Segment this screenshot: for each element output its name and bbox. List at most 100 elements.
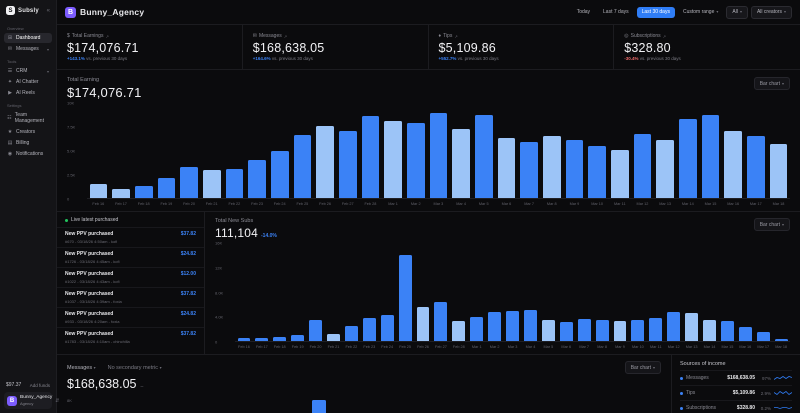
live-feed-item[interactable]: New PPV purchased #1022 - 03/18/26 4:43am…	[57, 267, 204, 287]
sidebar-item-team-management[interactable]: ☷ Team Management	[4, 110, 52, 126]
subs-bar[interactable]	[309, 320, 323, 341]
subs-bar[interactable]	[291, 334, 305, 341]
earn-bar[interactable]	[270, 150, 289, 198]
range-button-last-7-days[interactable]: Last 7 days	[603, 9, 629, 15]
sidebar-item-crm[interactable]: ☰ CRM ▾	[4, 66, 52, 76]
earn-bar[interactable]	[316, 125, 334, 198]
subs-bar[interactable]	[595, 319, 609, 341]
earn-bar[interactable]	[361, 116, 380, 198]
earn-bar[interactable]	[497, 138, 516, 198]
subs-bar[interactable]	[344, 326, 358, 341]
earn-bar[interactable]	[338, 130, 357, 198]
earn-bar[interactable]	[112, 188, 130, 198]
earn-bar[interactable]	[724, 130, 742, 198]
messages-chart-type-select[interactable]: Bar chart ▾	[624, 361, 661, 374]
add-funds-button[interactable]: Add funds	[29, 382, 50, 388]
subs-bar[interactable]	[380, 314, 394, 341]
subs-bar[interactable]	[703, 319, 716, 341]
earn-bar[interactable]	[248, 160, 266, 198]
earn-bar[interactable]	[157, 178, 176, 198]
sidebar-item-billing[interactable]: ▤ Billing	[4, 138, 52, 148]
subs-bar[interactable]	[774, 339, 788, 341]
subs-bar[interactable]	[488, 312, 502, 341]
earn-bar[interactable]	[656, 140, 674, 198]
subs-bar[interactable]	[756, 331, 770, 341]
earn-bar[interactable]	[474, 115, 493, 198]
subs-bar[interactable]	[452, 320, 466, 341]
messages-metric-select[interactable]: Messages ▾	[67, 364, 96, 371]
type-filter-dropdown[interactable]: All ▾	[726, 5, 748, 19]
range-button-today[interactable]: Today	[576, 9, 591, 15]
source-row-messages[interactable]: Messages $168,638.05 97%	[680, 370, 792, 385]
subs-bar[interactable]	[237, 337, 251, 341]
subs-bar[interactable]	[362, 318, 376, 341]
live-feed-item[interactable]: New PPV purchased #1037 - 03/18/26 4:39am…	[57, 287, 204, 307]
earn-bar[interactable]	[406, 122, 425, 198]
earn-bar[interactable]	[452, 128, 470, 198]
subs-bar[interactable]	[398, 255, 412, 341]
earn-bar[interactable]	[565, 140, 584, 198]
subs-bar[interactable]	[541, 319, 555, 341]
sidebar-item-ai-chatter[interactable]: ✦ AI Chatter	[4, 77, 52, 87]
sidebar-item-ai-reels[interactable]: ▶ AI Reels	[4, 88, 52, 98]
sidebar-item-messages[interactable]: ✉ Messages ▾	[4, 44, 52, 54]
earn-bar[interactable]	[429, 113, 448, 198]
earn-bar[interactable]	[225, 168, 244, 198]
subs-bar[interactable]	[524, 309, 537, 341]
source-row-subscriptions[interactable]: Subscriptions $328.80 0.2%	[680, 400, 792, 413]
external-arrow-icon[interactable]: ↗	[454, 33, 458, 39]
subs-bar[interactable]	[434, 301, 448, 341]
earn-bar[interactable]	[678, 119, 697, 198]
earn-bar[interactable]	[520, 141, 538, 198]
earn-bar[interactable]	[202, 170, 221, 198]
earn-bar[interactable]	[701, 115, 720, 198]
subs-bar[interactable]	[577, 318, 591, 341]
subs-bar[interactable]	[649, 318, 663, 341]
subs-bar[interactable]	[327, 334, 340, 341]
subs-bar[interactable]	[273, 336, 287, 341]
profile-card[interactable]: B Bunny_Agency Agency ⇵	[4, 392, 59, 409]
sidebar-item-notifications[interactable]: ◉ Notifications	[4, 149, 52, 159]
earn-bar[interactable]	[180, 166, 198, 198]
live-feed-item[interactable]: New PPV purchased #1783 - 03/18/26 4:10am…	[57, 327, 204, 347]
subs-bar[interactable]	[470, 317, 484, 341]
subs-bar[interactable]	[720, 320, 734, 341]
earn-bar[interactable]	[293, 135, 312, 198]
live-feed-item[interactable]: New PPV purchased #933 - 03/18/26 4:20am …	[57, 307, 204, 327]
earn-bar[interactable]	[769, 143, 788, 198]
live-feed-item[interactable]: New PPV purchased #670 - 03/18/26 4:50am …	[57, 227, 204, 247]
earn-bar[interactable]	[134, 185, 153, 198]
subs-bar[interactable]	[667, 311, 681, 341]
secondary-metric-select[interactable]: No secondary metric ▾	[107, 364, 162, 371]
stat-delta-percent: -30.4%	[624, 56, 639, 61]
creator-filter-dropdown[interactable]: All creators ▾	[750, 5, 792, 19]
earn-bar[interactable]	[746, 136, 765, 198]
custom-range-button[interactable]: Custom range ▾	[682, 9, 719, 15]
sidebar-collapse-icon[interactable]: «	[46, 7, 50, 14]
earn-bar[interactable]	[89, 183, 108, 198]
subs-chart-type-select[interactable]: Bar chart ▾	[753, 218, 790, 231]
subs-bar[interactable]	[255, 338, 269, 341]
earn-bar[interactable]	[610, 149, 629, 198]
msg-bar[interactable]	[312, 399, 327, 413]
subs-bar[interactable]	[613, 320, 627, 341]
subs-bar[interactable]	[559, 322, 573, 341]
earn-bar[interactable]	[633, 134, 652, 198]
external-arrow-icon[interactable]: ↗	[105, 33, 109, 39]
sidebar-item-dashboard[interactable]: ⊞ Dashboard	[4, 33, 52, 43]
subs-bar[interactable]	[738, 326, 752, 341]
external-arrow-icon[interactable]: ↗	[662, 33, 666, 39]
sidebar-item-creators[interactable]: ★ Creators	[4, 127, 52, 137]
subs-bar[interactable]	[685, 313, 699, 341]
subs-bar[interactable]	[631, 320, 645, 341]
live-feed-item[interactable]: New PPV purchased #1726 - 03/18/26 4:45am…	[57, 247, 204, 267]
external-arrow-icon[interactable]: ↗	[283, 33, 288, 39]
subs-bar[interactable]	[416, 306, 430, 341]
earnings-chart-type-select[interactable]: Bar chart ▾	[753, 77, 790, 90]
earn-bar[interactable]	[384, 121, 402, 198]
earn-bar[interactable]	[542, 136, 561, 198]
source-row-tips[interactable]: Tips $5,109.86 2.9%	[680, 385, 792, 400]
subs-bar[interactable]	[506, 311, 519, 341]
range-button-last-30-days[interactable]: Last 30 days	[636, 6, 675, 18]
earn-bar[interactable]	[588, 145, 606, 198]
